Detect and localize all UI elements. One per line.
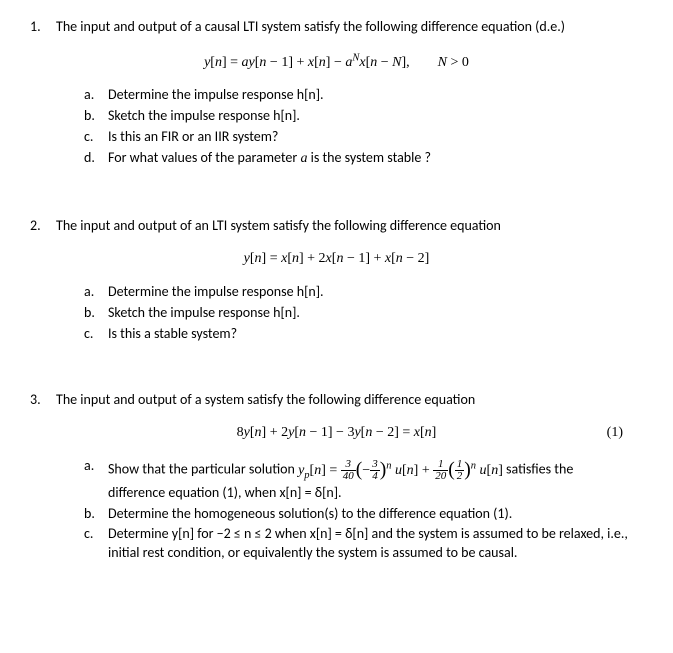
parts-list: a. Show that the particular solution yp[… [84, 457, 643, 563]
part-1c: c. Is this an FIR or an IIR system? [84, 128, 643, 147]
problem-1: 1. The input and output of a causal LTI … [30, 18, 643, 169]
part-letter: b. [84, 304, 108, 323]
parts-list: a. Determine the impulse response h[n]. … [84, 86, 643, 169]
frac-i1-den: 4 [370, 471, 380, 482]
prompt-row: 1. The input and output of a causal LTI … [30, 18, 643, 37]
part-2b: b. Sketch the impulse response h[n]. [84, 304, 643, 323]
prompt-row: 3. The input and output of a system sati… [30, 391, 643, 410]
equation-3: 8y[n] + 2y[n − 1] − 3y[n − 2] = x[n] (1) [30, 424, 643, 443]
part-text: Show that the particular solution yp[n] … [108, 457, 643, 502]
part-letter: a. [84, 86, 108, 105]
part-3a: a. Show that the particular solution yp[… [84, 457, 643, 502]
part-text: Determine the homogeneous solution(s) to… [108, 505, 643, 524]
equation-tag: (1) [607, 424, 623, 443]
problem-number: 3. [30, 391, 56, 410]
part-text: Determine y[n] for −2 ≤ n ≤ 2 when x[n] … [108, 525, 643, 563]
problem-prompt: The input and output of a system satisfy… [56, 391, 643, 410]
part-letter: a. [84, 283, 108, 302]
part-text-post: is the system stable ? [307, 149, 431, 166]
part-letter: c. [84, 128, 108, 147]
part-text: Sketch the impulse response h[n]. [108, 304, 643, 323]
part-letter: b. [84, 107, 108, 126]
part-text-pre: For what values of the parameter [108, 149, 300, 166]
part-letter: c. [84, 525, 108, 563]
part-text: Is this an FIR or an IIR system? [108, 128, 643, 147]
equation-1: y[n] = ay[n − 1] + x[n] − aNx[n − N], N … [30, 51, 643, 73]
part-text: Sketch the impulse response h[n]. [108, 107, 643, 126]
problem-prompt: The input and output of an LTI system sa… [56, 217, 643, 236]
parts-list: a. Determine the impulse response h[n]. … [84, 283, 643, 344]
part-text: For what values of the parameter a is th… [108, 149, 643, 169]
equation-2: y[n] = x[n] + 2x[n − 1] + x[n − 2] [30, 250, 643, 269]
part-letter: a. [84, 457, 108, 502]
problem-3: 3. The input and output of a system sati… [30, 391, 643, 563]
ps-pre: Show that the particular solution [108, 461, 298, 478]
problem-prompt: The input and output of a causal LTI sys… [56, 18, 643, 37]
part-1a: a. Determine the impulse response h[n]. [84, 86, 643, 105]
problem-number: 1. [30, 18, 56, 37]
frac-i2-den: 2 [455, 471, 465, 482]
part-1d: d. For what values of the parameter a is… [84, 149, 643, 169]
problem-2: 2. The input and output of an LTI system… [30, 217, 643, 343]
ps-line2: difference equation (1), when x[n] = δ[n… [108, 484, 342, 501]
part-2c: c. Is this a stable system? [84, 325, 643, 344]
prompt-row: 2. The input and output of an LTI system… [30, 217, 643, 236]
ps-tail: satisfies the [503, 461, 573, 478]
part-2a: a. Determine the impulse response h[n]. [84, 283, 643, 302]
part-letter: c. [84, 325, 108, 344]
frac1-den: 40 [341, 471, 356, 482]
problem-number: 2. [30, 217, 56, 236]
part-text: Is this a stable system? [108, 325, 643, 344]
part-text: Determine the impulse response h[n]. [108, 283, 643, 302]
part-1b: b. Sketch the impulse response h[n]. [84, 107, 643, 126]
part-letter: b. [84, 505, 108, 524]
part-letter: d. [84, 149, 108, 169]
part-3b: b. Determine the homogeneous solution(s)… [84, 505, 643, 524]
part-text: Determine the impulse response h[n]. [108, 86, 643, 105]
frac2-den: 20 [433, 471, 448, 482]
part-3c: c. Determine y[n] for −2 ≤ n ≤ 2 when x[… [84, 525, 643, 563]
